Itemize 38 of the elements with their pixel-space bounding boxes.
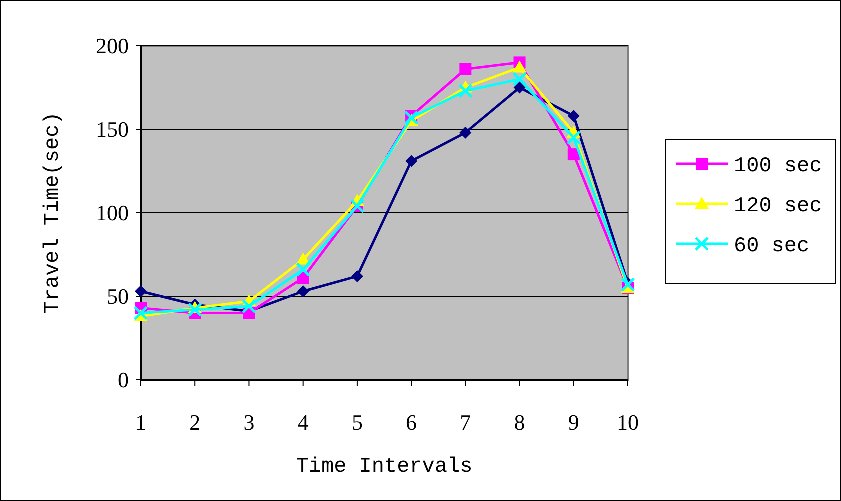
point <box>188 302 202 318</box>
x-tick-label: 2 <box>190 410 201 435</box>
x-tick-label: 1 <box>136 410 146 435</box>
point <box>242 299 256 314</box>
y-tick-label: 50 <box>107 284 129 310</box>
point <box>512 72 528 87</box>
x-tick-label: 8 <box>514 410 526 435</box>
y-tick-label: 0 <box>118 368 129 393</box>
point <box>351 270 364 282</box>
point <box>296 262 311 278</box>
y-axis-title: Travel Time(sec) <box>42 112 65 314</box>
x-tick-label: 9 <box>568 410 580 435</box>
x-tick-label: 4 <box>298 410 309 435</box>
x-tick-label: 6 <box>406 410 418 435</box>
point <box>406 155 418 168</box>
point <box>620 278 636 292</box>
x-tick-label: 10 <box>617 410 639 435</box>
x-tick-label: 3 <box>244 410 255 435</box>
y-tick-label: 200 <box>96 34 129 59</box>
point <box>460 63 472 76</box>
x-tick-label: 7 <box>460 410 472 435</box>
y-tick-label: 100 <box>96 200 129 226</box>
point <box>566 130 582 146</box>
x-tick-label: 5 <box>352 410 363 435</box>
point <box>134 306 148 320</box>
y-tick-label: 150 <box>96 117 129 142</box>
legend-label: 100 sec <box>734 155 822 178</box>
legend-label: 60 sec <box>734 235 810 258</box>
point <box>135 285 147 298</box>
point <box>458 84 473 98</box>
point <box>404 110 419 126</box>
point <box>512 60 527 73</box>
x-axis-title: Time Intervals <box>296 456 473 479</box>
point <box>514 82 526 94</box>
point <box>460 126 472 139</box>
point <box>568 110 580 122</box>
legend-label: 120 sec <box>734 195 822 218</box>
point <box>297 285 310 298</box>
